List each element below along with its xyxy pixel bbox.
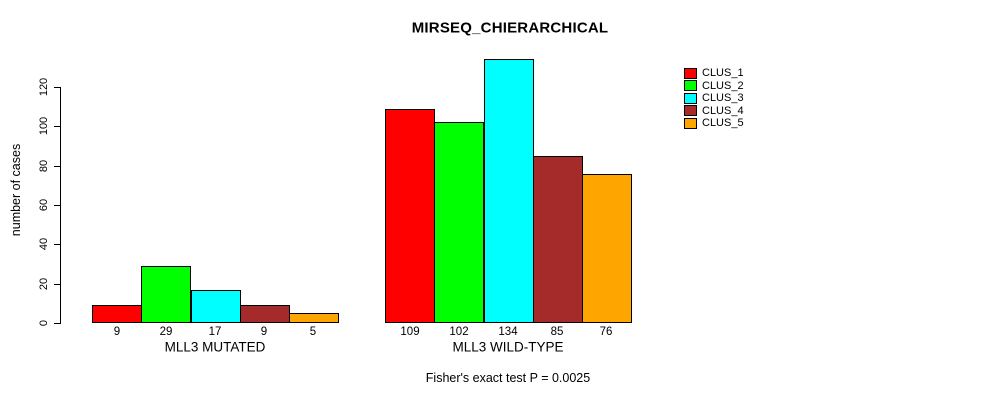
category-label: MLL3 MUTATED [164,339,266,355]
legend-label: CLUS_3 [702,92,744,105]
legend-item: CLUS_5 [684,117,744,130]
legend-item: CLUS_4 [684,105,744,118]
legend-label: CLUS_4 [702,104,744,117]
y-tick [54,284,60,285]
bar [92,305,142,323]
y-tick-label: 80 [38,159,50,173]
legend-color-swatch [684,117,697,129]
bar [289,313,339,323]
y-tick-label: 40 [38,237,50,251]
bar-value-label: 85 [550,325,564,338]
bar-value-label: 109 [400,325,420,338]
y-tick-label: 20 [38,277,50,291]
bar-value-label: 17 [208,325,222,338]
y-tick-label: 120 [38,77,50,97]
y-tick [54,87,60,88]
bar-value-label: 102 [449,325,469,338]
category-label: MLL3 WILD-TYPE [452,339,564,355]
bar [582,174,632,323]
bar-value-label: 9 [113,325,121,338]
y-tick [54,126,60,127]
y-tick [54,205,60,206]
y-tick [54,323,60,324]
y-tick [54,166,60,167]
legend-label: CLUS_2 [702,79,744,92]
bar [434,122,484,323]
bar-value-label: 9 [260,325,268,338]
legend-color-swatch [684,92,697,104]
legend-color-swatch [684,105,697,117]
bar [484,59,534,323]
bar [240,305,290,323]
bar-value-label: 134 [498,325,518,338]
bar [191,290,241,323]
y-axis-line [60,87,61,324]
legend-item: CLUS_2 [684,80,744,93]
bar [385,109,435,323]
chart-title: MIRSEQ_CHIERARCHICAL [411,19,609,37]
bar-value-label: 5 [309,325,317,338]
y-tick-label: 60 [38,198,50,212]
bar-value-label: 76 [599,325,613,338]
bar [533,156,583,323]
legend-color-swatch [684,80,697,92]
legend: CLUS_1 CLUS_2 CLUS_3 CLUS_4 CLUS_5 [684,67,744,130]
legend-label: CLUS_5 [702,117,744,130]
legend-label: CLUS_1 [702,67,744,80]
legend-item: CLUS_1 [684,67,744,80]
legend-item: CLUS_3 [684,92,744,105]
y-tick [54,244,60,245]
bar-value-label: 29 [159,325,173,338]
legend-color-swatch [684,67,697,79]
statistical-test-annotation: Fisher's exact test P = 0.0025 [425,371,591,385]
y-tick-label: 0 [38,319,50,327]
y-tick-label: 100 [38,116,50,136]
bar [141,266,191,323]
y-axis-label: number of cases [9,143,23,237]
